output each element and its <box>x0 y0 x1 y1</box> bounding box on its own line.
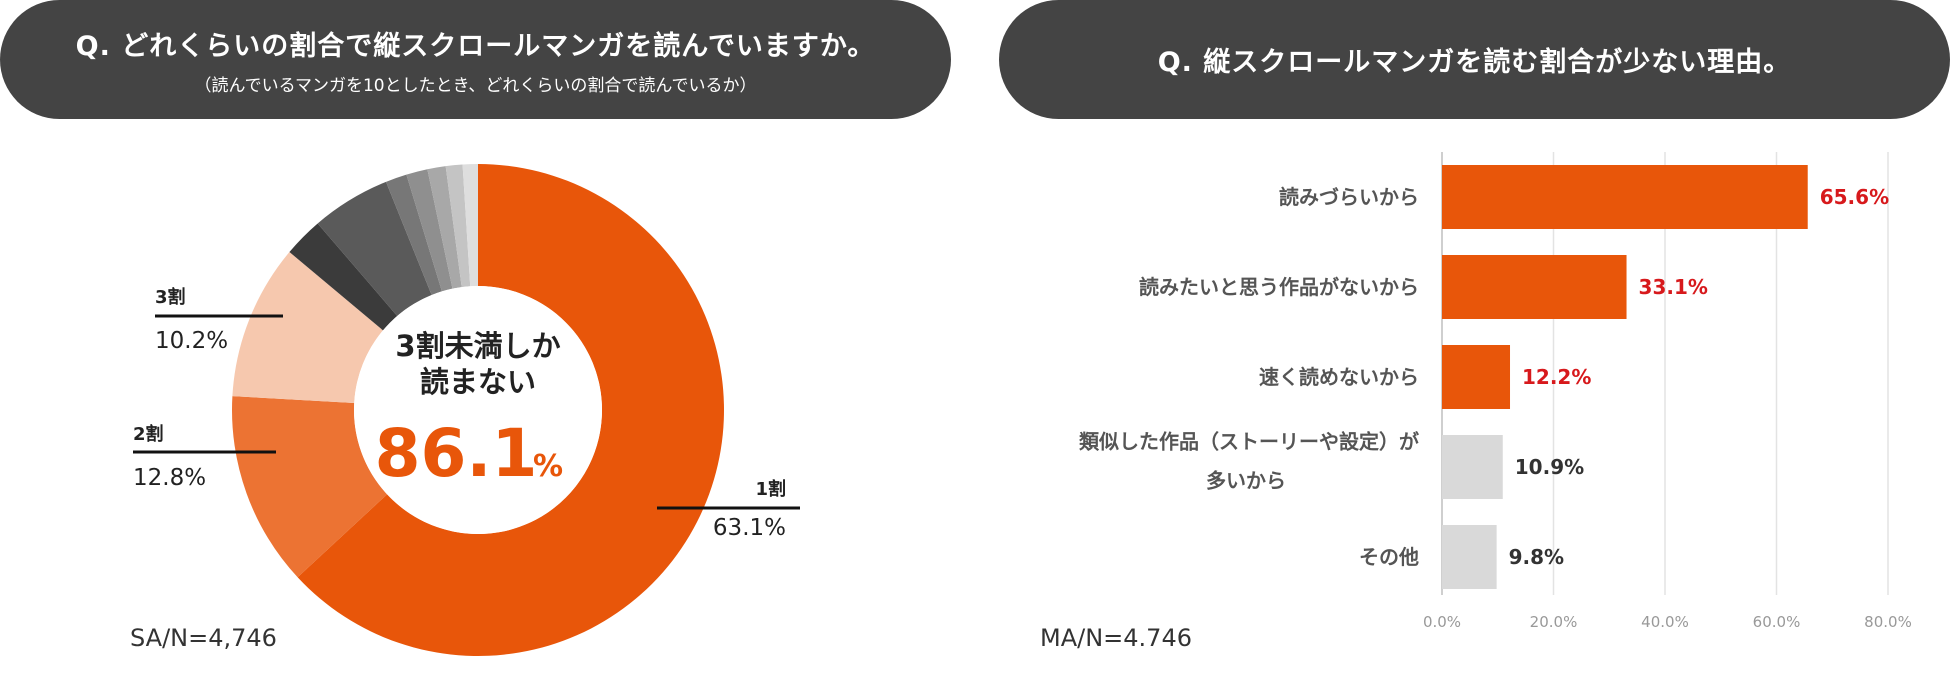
callout-category-2: 2割 <box>133 423 164 445</box>
callout-category-3: 3割 <box>155 286 186 308</box>
bar-chart: 0.0% 20.0% 40.0% 60.0% 80.0% 65.6% 読みづらいから 33.… <box>1079 152 1912 631</box>
question-header-right: Q. 縦スクロールマンガを読む割合が少ない理由。 <box>999 0 1950 119</box>
x-tick-label: 20.0% <box>1530 613 1578 631</box>
x-tick-label: 40.0% <box>1641 613 1689 631</box>
bar-1 <box>1442 165 1808 229</box>
callout-value-2: 12.8% <box>133 465 206 491</box>
donut-slice-3 <box>232 252 383 403</box>
x-tick-label: 0.0% <box>1423 613 1461 631</box>
center-unit: % <box>533 449 563 484</box>
bar-value-label: 12.2% <box>1522 365 1591 389</box>
question-title-left: Q. どれくらいの割合で縦スクロールマンガを読んでいますか。 <box>75 30 876 62</box>
center-text-line1: 3割未満しか <box>395 329 560 363</box>
center-value: 86.1 <box>375 415 538 492</box>
donut-slice-5 <box>317 181 432 316</box>
category-label: その他 <box>1359 545 1419 569</box>
callout-value-1: 63.1% <box>713 515 786 541</box>
category-label: 多いから <box>1206 469 1286 493</box>
x-tick-label: 60.0% <box>1753 613 1801 631</box>
category-label: 速く読めないから <box>1259 365 1419 389</box>
category-label: 類似した作品（ストーリーや設定）が <box>1079 430 1419 454</box>
donut-slice-6 <box>386 174 442 295</box>
callout-value-3: 10.2% <box>155 328 228 354</box>
donut-slice-4 <box>289 223 398 331</box>
bar-2 <box>1442 255 1627 319</box>
donut-slice-2 <box>231 396 388 578</box>
callout-category-1: 1割 <box>755 478 786 500</box>
bar-5 <box>1442 525 1497 589</box>
question-header-left: Q. どれくらいの割合で縦スクロールマンガを読んでいますか。 （読んでいるマンガ… <box>0 0 951 119</box>
donut-slice-10 <box>462 164 478 287</box>
donut-hole <box>354 286 602 534</box>
question-subtitle-left: （読んでいるマンガを10としたとき、どれくらいの割合で読んでいるか） <box>194 75 757 96</box>
question-title-right: Q. 縦スクロールマンガを読む割合が少ない理由。 <box>1157 47 1792 78</box>
donut-slice-8 <box>427 166 462 289</box>
bar-value-label: 65.6% <box>1820 185 1889 209</box>
center-text-line2: 読まない <box>420 365 536 399</box>
donut-slice-7 <box>406 169 453 292</box>
bar-value-label: 9.8% <box>1509 545 1564 569</box>
x-tick-label: 80.0% <box>1864 613 1912 631</box>
bar-3 <box>1442 345 1511 409</box>
donut-slice-1 <box>297 164 724 656</box>
bar-value-label: 33.1% <box>1639 275 1708 299</box>
donut-chart: 3割未満しか 読まない 86.1 % 1割 63.1% 2割 12.8% 3割 10.2% <box>133 164 800 656</box>
bar-4 <box>1442 435 1503 499</box>
category-label: 読みたいと思う作品がないから <box>1139 275 1419 299</box>
sample-note-left: SA/N=4,746 <box>130 624 277 652</box>
donut-slice-9 <box>445 164 471 288</box>
category-label: 読みづらいから <box>1279 185 1419 209</box>
bar-value-label: 10.9% <box>1515 455 1584 479</box>
sample-note-right: MA/N=4.746 <box>1040 624 1192 652</box>
